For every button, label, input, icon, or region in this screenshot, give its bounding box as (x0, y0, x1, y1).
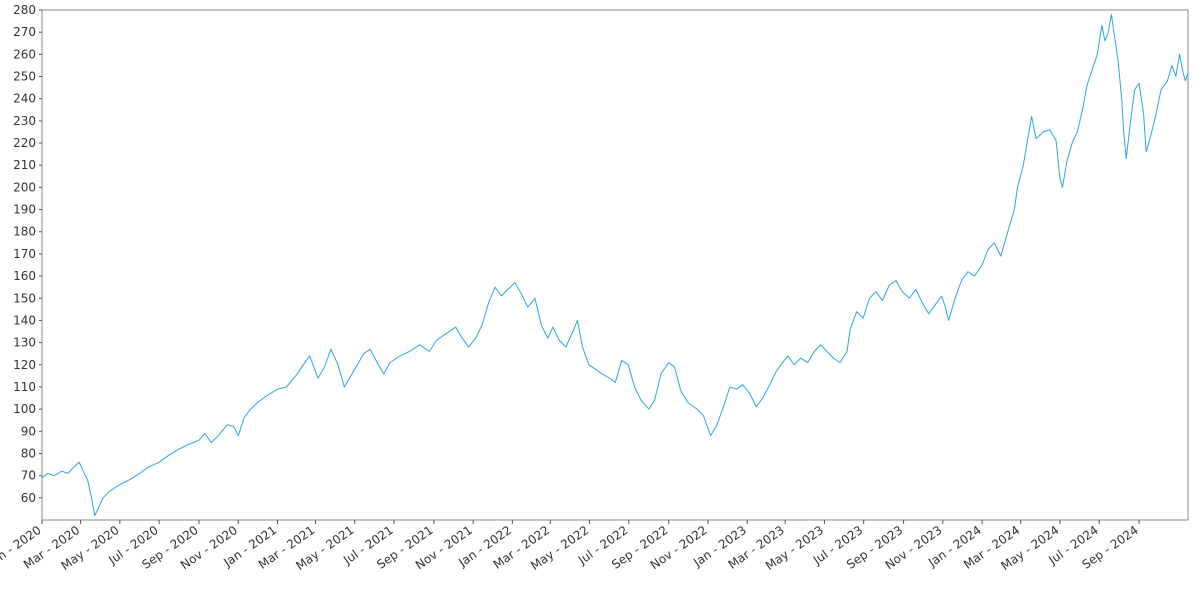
plot-frame (41, 9, 1189, 521)
y-tick-label: 250 (13, 70, 36, 84)
y-tick-label: 70 (21, 469, 36, 483)
y-tick-label: 210 (13, 158, 36, 172)
y-tick-label: 270 (13, 25, 36, 39)
y-tick-label: 110 (13, 380, 36, 394)
y-axis: 60 70 80 90 100 110 120 130 140 150 160 170 180 190 20… (13, 3, 42, 505)
y-tick-label: 190 (13, 203, 36, 217)
y-tick-label: 230 (13, 114, 36, 128)
y-tick-label: 220 (13, 136, 36, 150)
y-tick-label: 170 (13, 247, 36, 261)
y-tick-label: 160 (13, 269, 36, 283)
y-tick-label: 80 (21, 446, 36, 460)
y-tick-label: 130 (13, 336, 36, 350)
y-tick-label: 240 (13, 92, 36, 106)
y-tick-label: 90 (21, 424, 36, 438)
series-line (41, 13, 1189, 517)
y-tick-label: 120 (13, 358, 36, 372)
y-tick-label: 140 (13, 313, 36, 327)
y-tick-label: 280 (13, 3, 36, 17)
y-tick-label: 60 (21, 491, 36, 505)
y-tick-label: 150 (13, 291, 36, 305)
y-tick-label: 100 (13, 402, 36, 416)
y-tick-label: 180 (13, 225, 36, 239)
y-tick-label: 200 (13, 180, 36, 194)
y-tick-label: 260 (13, 47, 36, 61)
